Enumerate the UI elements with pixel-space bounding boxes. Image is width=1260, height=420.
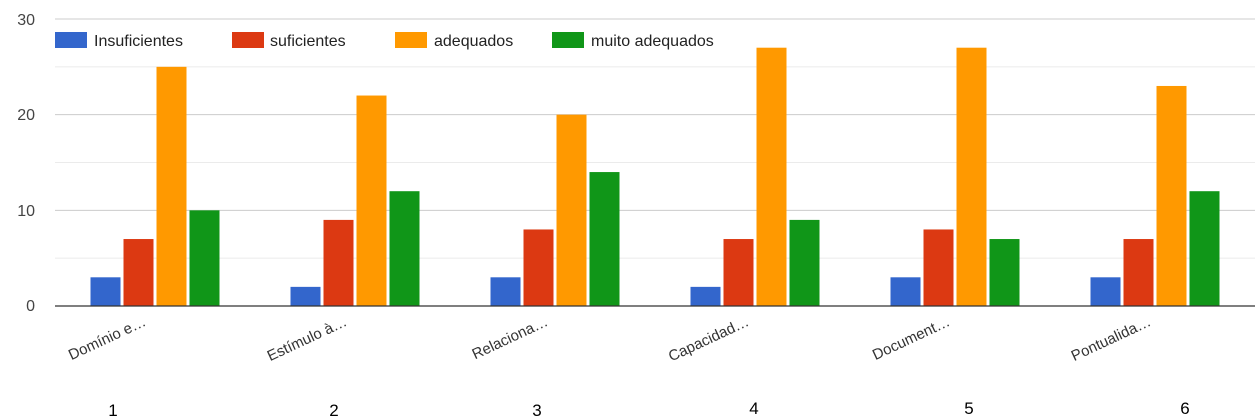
bar-adequados-1[interactable] xyxy=(156,66,187,306)
category-number-2: 2 xyxy=(329,401,338,420)
bar-muito-adequados-4[interactable] xyxy=(789,219,820,306)
bar-suficientes-6[interactable] xyxy=(1123,239,1154,306)
y-tick-label: 20 xyxy=(17,107,35,124)
category-number-6: 6 xyxy=(1180,399,1189,418)
category-number-3: 3 xyxy=(532,401,541,420)
category-numbers: 1 2 3 4 5 6 xyxy=(108,399,1189,420)
y-tick-label: 30 xyxy=(17,12,35,29)
bar-suficientes-2[interactable] xyxy=(323,219,354,306)
bar-insuficientes-4[interactable] xyxy=(690,286,721,306)
bar-adequados-6[interactable] xyxy=(1156,85,1187,306)
y-tick-label: 10 xyxy=(17,203,35,220)
bar-muito-adequados-5[interactable] xyxy=(989,239,1020,306)
bar-adequados-2[interactable] xyxy=(356,95,387,307)
bar-adequados-5[interactable] xyxy=(956,47,987,306)
bars xyxy=(90,47,1220,307)
bar-suficientes-3[interactable] xyxy=(523,229,554,306)
x-tick-label-5: Document… xyxy=(870,313,953,364)
x-tick-label-1: Domínio e… xyxy=(66,313,149,364)
category-number-5: 5 xyxy=(964,399,973,418)
bar-muito-adequados-1[interactable] xyxy=(189,210,220,306)
bar-insuficientes-2[interactable] xyxy=(290,286,321,306)
bar-adequados-3[interactable] xyxy=(556,114,587,307)
bar-muito-adequados-2[interactable] xyxy=(389,191,420,306)
legend-label-muito-adequados: muito adequados xyxy=(591,33,714,50)
legend-label-suficientes: suficientes xyxy=(270,33,346,50)
y-tick-label: 0 xyxy=(26,298,35,315)
bar-suficientes-1[interactable] xyxy=(123,239,154,306)
bar-suficientes-5[interactable] xyxy=(923,229,954,306)
x-tick-label-6: Pontualida… xyxy=(1069,313,1154,365)
legend-item-muito-adequados[interactable]: muito adequados xyxy=(552,32,714,50)
legend-item-adequados[interactable]: adequados xyxy=(395,32,513,50)
y-axis-ticks: 0 10 20 30 xyxy=(17,12,35,315)
bar-adequados-4[interactable] xyxy=(756,47,787,306)
legend: Insuficientes suficientes adequados muit… xyxy=(55,32,714,50)
category-number-1: 1 xyxy=(108,401,117,420)
legend-label-adequados: adequados xyxy=(434,33,513,50)
x-tick-label-4: Capacidad… xyxy=(666,313,752,365)
legend-swatch-adequados xyxy=(395,32,427,48)
legend-item-suficientes[interactable]: suficientes xyxy=(232,32,346,50)
x-tick-label-2: Estímulo à… xyxy=(265,313,350,365)
bar-insuficientes-5[interactable] xyxy=(890,277,921,306)
category-number-4: 4 xyxy=(749,399,758,418)
bar-insuficientes-6[interactable] xyxy=(1090,277,1121,306)
bar-insuficientes-1[interactable] xyxy=(90,277,121,306)
legend-item-insuficientes[interactable]: Insuficientes xyxy=(55,32,183,50)
x-tick-label-3: Relaciona… xyxy=(469,313,550,363)
bar-muito-adequados-3[interactable] xyxy=(589,172,620,306)
x-axis-category-labels: Domínio e… Estímulo à… Relaciona… Capaci… xyxy=(66,313,1154,365)
bar-muito-adequados-6[interactable] xyxy=(1189,191,1220,306)
legend-swatch-insuficientes xyxy=(55,32,87,48)
bar-insuficientes-3[interactable] xyxy=(490,277,521,306)
legend-swatch-suficientes xyxy=(232,32,264,48)
legend-label-insuficientes: Insuficientes xyxy=(94,33,183,50)
gridlines xyxy=(55,18,1255,259)
bar-suficientes-4[interactable] xyxy=(723,239,754,306)
legend-swatch-muito-adequados xyxy=(552,32,584,48)
